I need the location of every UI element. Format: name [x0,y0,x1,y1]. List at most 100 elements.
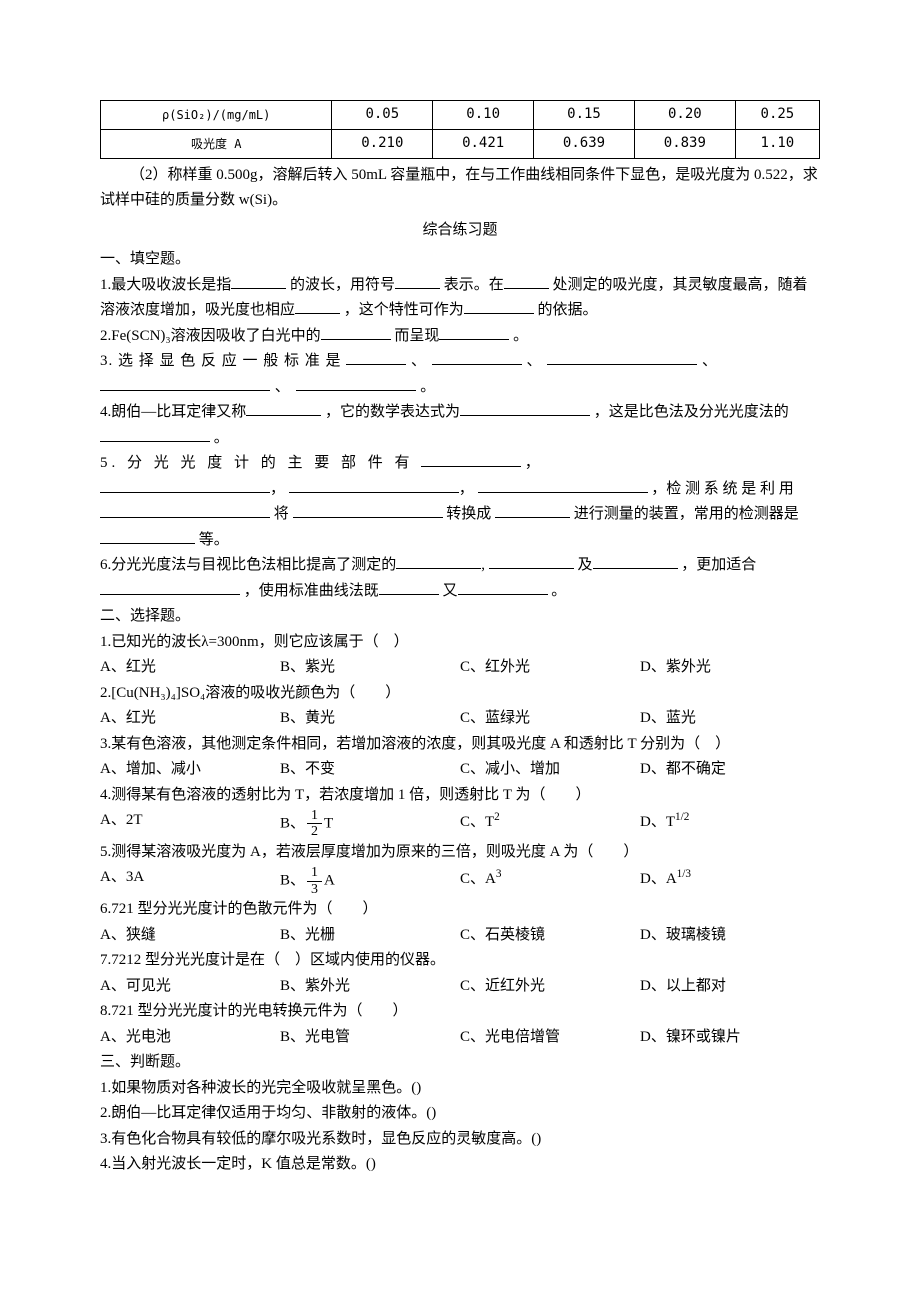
blank [321,324,391,340]
option: C、石英棱镜 [460,923,640,949]
text: 2.Fe(SCN)₃溶液因吸收了白光中的 [100,328,321,344]
table-cell: 0.10 [433,101,534,130]
text: ， [459,481,474,497]
judge-item: 2.朗伯—比耳定律仅适用于均匀、非散射的液体。() [100,1101,820,1127]
table-row: 吸光度 A 0.210 0.421 0.639 0.839 1.10 [101,129,820,158]
table-cell: 1.10 [735,129,819,158]
choice-stem: 5.测得某溶液吸光度为 A，若液层厚度增加为原来的三倍，则吸光度 A 为（ ） [100,840,820,866]
superscript: 1/3 [677,868,691,880]
table-cell: 0.20 [634,101,735,130]
text: ，这个特性可作为 [344,302,464,318]
option: B、紫外光 [280,974,460,1000]
row-label: 吸光度 A [101,129,332,158]
text: 。 [214,430,229,446]
blank [489,553,574,569]
blank [458,579,548,595]
choice-stem: 4.测得某有色溶液的透射比为 T，若浓度增加 1 倍，则透射比 T 为（ ） [100,783,820,809]
paragraph: （2）称样重 0.500g，溶解后转入 50mL 容量瓶中，在与工作曲线相同条件… [100,163,820,214]
blank [464,298,534,314]
option: A、狭缝 [100,923,280,949]
option: C、T2 [460,808,640,840]
document-page: ρ(SiO₂)/(mg/mL) 0.05 0.10 0.15 0.20 0.25… [0,0,920,1218]
text: 等。 [199,532,229,548]
choice-options: A、狭缝 B、光栅 C、石英棱镜 D、玻璃棱镜 [100,923,820,949]
option: D、镍环或镍片 [640,1025,820,1051]
table-cell: 0.25 [735,101,819,130]
option: C、A3 [460,865,640,897]
table-cell: 0.05 [332,101,433,130]
fraction: 12 [307,808,322,840]
option: A、2T [100,808,280,840]
option: A、可见光 [100,974,280,1000]
text: 5. 分 光 光 度 计 的 主 要 部 件 有 [100,455,414,471]
option: B、光栅 [280,923,460,949]
blank [379,579,439,595]
data-table: ρ(SiO₂)/(mg/mL) 0.05 0.10 0.15 0.20 0.25… [100,100,820,159]
option: C、近红外光 [460,974,640,1000]
table-cell: 0.210 [332,129,433,158]
text: ，它的数学表达式为 [325,404,460,420]
choice-options: A、红光 B、黄光 C、蓝绿光 D、蓝光 [100,706,820,732]
option: D、T1/2 [640,808,820,840]
blank [100,375,270,391]
text: 、 [275,379,291,395]
judge-item: 4.当入射光波长一定时，K 值总是常数。() [100,1152,820,1178]
text: ，更加适合 [681,557,756,573]
text: B、 [280,873,305,889]
table-cell: 0.839 [634,129,735,158]
choice-options: A、3A B、13A C、A3 D、A1/3 [100,865,820,897]
blank [396,553,481,569]
blank [100,502,270,518]
choice-stem: 8.721 型分光光度计的光电转换元件为（ ） [100,999,820,1025]
option: B、紫光 [280,655,460,681]
choice-options: A、可见光 B、紫外光 C、近红外光 D、以上都对 [100,974,820,1000]
blank [478,477,648,493]
table-row: ρ(SiO₂)/(mg/mL) 0.05 0.10 0.15 0.20 0.25 [101,101,820,130]
choice-stem: 7.7212 型分光光度计是在（ ）区域内使用的仪器。 [100,948,820,974]
option: C、红外光 [460,655,640,681]
text: ， [525,455,540,471]
option: C、减小、增加 [460,757,640,783]
fill-question-6: 6.分光光度法与目视比色法相比提高了测定的, 及 ，更加适合 ，使用标准曲线法既… [100,553,820,604]
choice-stem: 2.[Cu(NH₃)₄]SO₄溶液的吸收光颜色为（ ） [100,681,820,707]
fill-question-2: 2.Fe(SCN)₃溶液因吸收了白光中的 而呈现 。 [100,324,820,350]
section-heading: 三、判断题。 [100,1050,820,1076]
text: 的依据。 [538,302,598,318]
option: D、以上都对 [640,974,820,1000]
choice-options: A、光电池 B、光电管 C、光电倍增管 D、镍环或镍片 [100,1025,820,1051]
option: B、黄光 [280,706,460,732]
blank [495,502,570,518]
judge-item: 1.如果物质对各种波长的光完全吸收就呈黑色。() [100,1076,820,1102]
table-cell: 0.15 [534,101,635,130]
text: 1.最大吸收波长是指 [100,277,231,293]
text: 转换成 [446,506,491,522]
text: C、T [460,814,494,830]
choice-options: A、增加、减小 B、不变 C、减小、增加 D、都不确定 [100,757,820,783]
text: 进行测量的装置，常用的检测器是 [574,506,799,522]
choice-options: A、红光 B、紫光 C、红外光 D、紫外光 [100,655,820,681]
fill-question-4: 4.朗伯—比耳定律又称 ，它的数学表达式为 ，这是比色法及分光光度法的 。 [100,400,820,451]
text: 及 [578,557,593,573]
section-heading: 二、选择题。 [100,604,820,630]
text: 又 [443,583,458,599]
blank [295,298,340,314]
blank [460,400,590,416]
option: B、光电管 [280,1025,460,1051]
choice-stem: 1.已知光的波长λ=300nm，则它应该属于（ ） [100,630,820,656]
text: 3. 选 择 显 色 反 应 一 般 标 准 是 [100,353,342,369]
blank [547,349,697,365]
text: 的波长，用符号 [290,277,395,293]
option: B、不变 [280,757,460,783]
table-cell: 0.421 [433,129,534,158]
text: 、 [527,353,543,369]
blank [395,273,440,289]
blank [593,553,678,569]
blank [231,273,286,289]
blank [421,451,521,467]
text: 而呈现 [394,328,439,344]
blank [439,324,509,340]
text: D、T [640,814,675,830]
option: A、增加、减小 [100,757,280,783]
blank [100,528,195,544]
text: ，检 测 系 统 是 利 用 [651,481,794,497]
